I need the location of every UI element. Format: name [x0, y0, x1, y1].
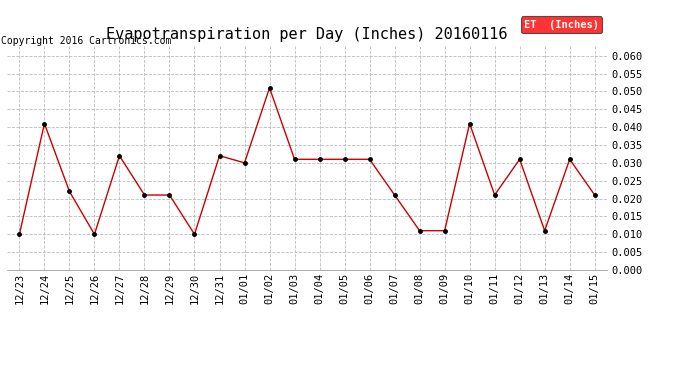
Title: Evapotranspiration per Day (Inches) 20160116: Evapotranspiration per Day (Inches) 2016…: [106, 27, 508, 42]
Legend: ET  (Inches): ET (Inches): [521, 16, 602, 33]
Text: Copyright 2016 Cartronics.com: Copyright 2016 Cartronics.com: [1, 36, 171, 46]
